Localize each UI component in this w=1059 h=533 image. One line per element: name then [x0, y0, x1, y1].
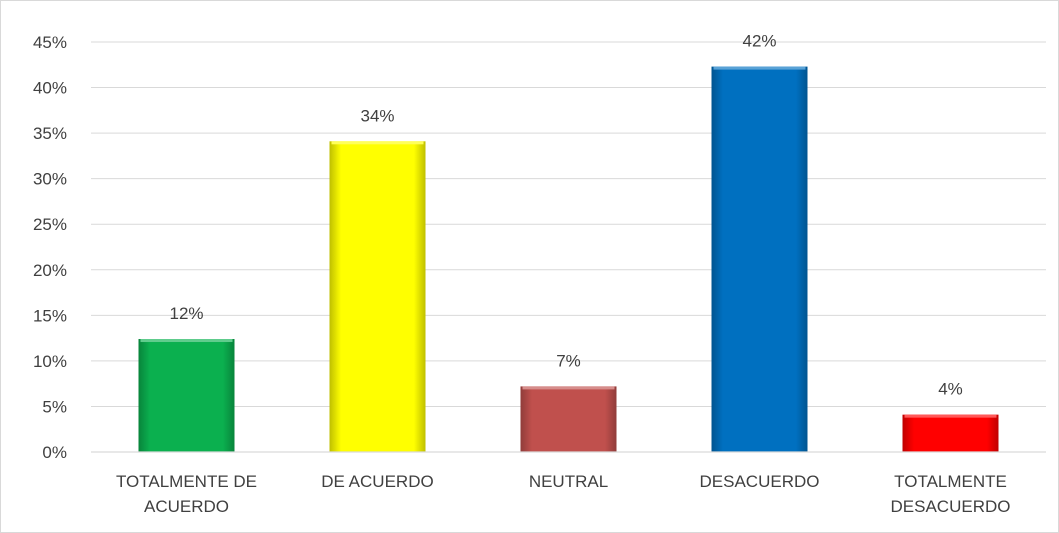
y-tick-label: 30%: [33, 170, 67, 189]
bar-highlight: [522, 386, 615, 390]
bars: [138, 66, 999, 453]
y-tick-label: 0%: [42, 443, 67, 462]
bar-highlight: [140, 339, 233, 343]
data-labels: 12% 34% 7% 42% 4%: [169, 32, 962, 399]
data-label: 12%: [169, 304, 203, 323]
category-label: TOTALMENTE: [894, 472, 1007, 491]
y-tick-label: 15%: [33, 306, 67, 325]
data-label: 7%: [556, 351, 581, 370]
bar: [138, 339, 235, 452]
category-label: DESACUERDO: [891, 497, 1011, 516]
bar: [711, 66, 808, 452]
y-tick-label: 20%: [33, 261, 67, 280]
data-label: 42%: [742, 32, 776, 51]
y-tick-label: 10%: [33, 352, 67, 371]
gridlines: [91, 41, 1046, 453]
y-axis-ticks: 0% 5% 10% 15% 20% 25% 30% 35% 40% 45%: [33, 33, 67, 462]
y-tick-label: 5%: [42, 397, 67, 416]
data-label: 34%: [360, 106, 394, 125]
category-label: TOTALMENTE DE: [116, 472, 257, 491]
bar: [329, 141, 426, 453]
data-label: 4%: [938, 380, 963, 399]
y-tick-label: 35%: [33, 124, 67, 143]
category-labels: TOTALMENTE DE ACUERDO DE ACUERDO NEUTRAL DES…: [116, 472, 1011, 516]
category-label: NEUTRAL: [529, 472, 608, 491]
category-label: DESACUERDO: [700, 472, 820, 491]
y-tick-label: 40%: [33, 79, 67, 98]
bar: [520, 386, 617, 452]
bar-highlight: [713, 66, 806, 70]
bar-highlight: [331, 141, 424, 145]
category-label: ACUERDO: [144, 497, 229, 516]
bar: [902, 414, 999, 452]
y-tick-label: 25%: [33, 215, 67, 234]
category-label: DE ACUERDO: [321, 472, 433, 491]
y-tick-label: 45%: [33, 33, 67, 52]
bar-highlight: [904, 414, 997, 418]
